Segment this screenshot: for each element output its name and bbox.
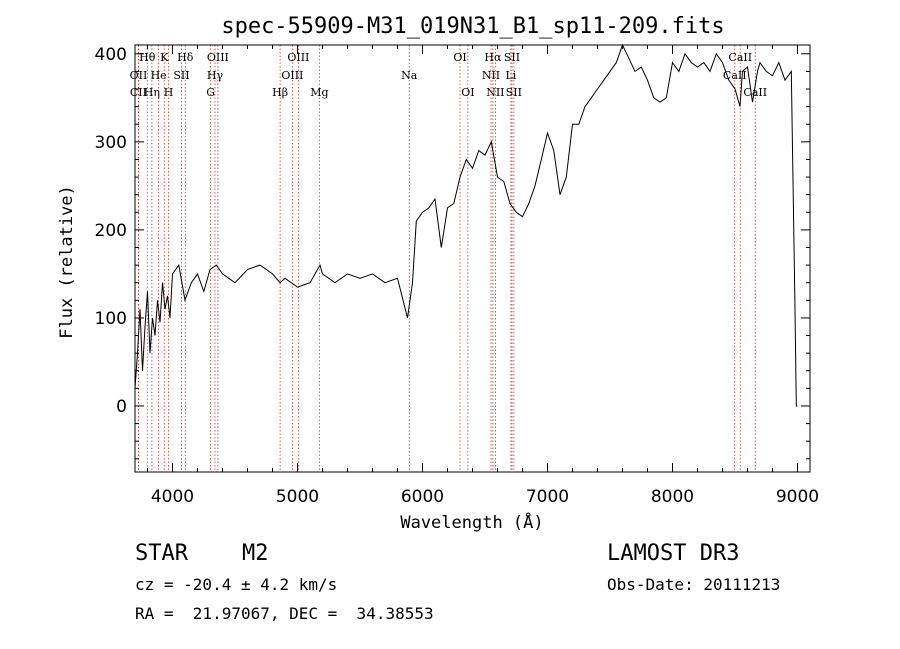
x-tick-label: 4000	[151, 487, 194, 507]
x-tick-label: 8000	[651, 487, 694, 507]
line-label: He	[151, 69, 167, 82]
x-axis-label: Wavelength (Å)	[400, 511, 543, 533]
y-tick-label: 300	[95, 133, 127, 153]
line-label: G	[206, 86, 215, 99]
line-label: OI	[453, 51, 466, 64]
y-axis-label: Flux (relative)	[57, 185, 77, 339]
line-label: Hγ	[207, 69, 224, 82]
line-label: CaII	[728, 51, 752, 64]
line-label: OIII	[281, 69, 303, 82]
line-label: OIII	[207, 51, 229, 64]
emission-line-markers	[137, 45, 756, 472]
line-label: K	[160, 51, 169, 64]
x-tick-label: 5000	[276, 487, 319, 507]
line-label: OIII	[287, 51, 309, 64]
coordinates-label: RA = 21.97067, DEC = 34.38553	[135, 604, 434, 623]
line-label: Hη	[144, 86, 160, 99]
line-label: OI	[461, 86, 474, 99]
line-label: SII	[173, 69, 189, 82]
line-label: NII	[486, 86, 504, 99]
emission-line-labels: CII OII Hθ Hη He K H SII Hδ G Hγ OIII Hβ OIII OIII Mg Na…	[130, 51, 767, 99]
y-tick-label: 0	[116, 397, 127, 417]
x-tick-label: 6000	[401, 487, 444, 507]
spectrum-line	[134, 43, 798, 407]
y-axis-ticks: 0 100 200 300 400	[95, 45, 810, 460]
line-label: Mg	[310, 86, 328, 99]
line-label: CaII	[743, 86, 767, 99]
y-tick-label: 400	[95, 45, 127, 65]
survey-label: LAMOST DR3	[607, 541, 740, 566]
line-label: SII	[504, 51, 520, 64]
x-tick-label: 7000	[526, 487, 569, 507]
line-label: Li	[505, 69, 516, 82]
class-label: STAR	[135, 541, 188, 566]
line-label: CII	[130, 86, 147, 99]
line-label: Na	[401, 69, 418, 82]
line-label: Hδ	[177, 51, 194, 64]
line-label: Hβ	[272, 86, 288, 99]
line-label: NII	[482, 69, 500, 82]
y-tick-label: 200	[95, 221, 127, 241]
line-label: CaII	[723, 69, 747, 82]
plot-frame	[134, 44, 811, 473]
line-label: Hα	[484, 51, 502, 64]
obs-date-label: Obs-Date: 20111213	[607, 575, 781, 594]
line-label: H	[164, 86, 174, 99]
line-label: OII	[130, 69, 148, 82]
chart-title: spec-55909-M31_019N31_B1_sp11-209.fits	[221, 14, 724, 39]
x-tick-label: 9000	[776, 487, 819, 507]
redshift-label: cz = -20.4 ± 4.2 km/s	[135, 575, 338, 594]
line-label: Hθ	[139, 51, 156, 64]
y-tick-label: 100	[95, 309, 127, 329]
x-axis-ticks: 4000 5000 6000 7000 8000 9000	[147, 45, 819, 507]
line-label: SII	[506, 86, 522, 99]
subclass-label: M2	[242, 541, 269, 566]
